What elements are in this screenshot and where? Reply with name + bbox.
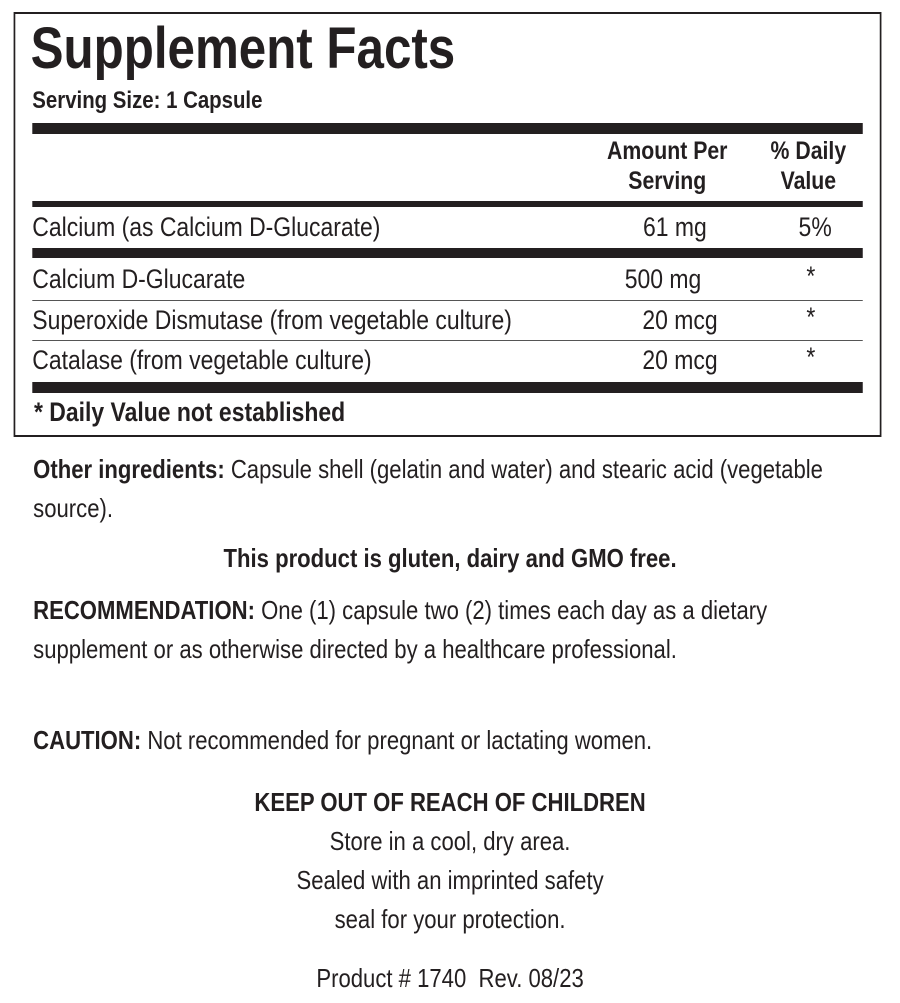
ingredient-name: Calcium (as Calcium D-Glucarate) [32, 212, 381, 242]
ingredient-amount: 61 mg [642, 212, 707, 242]
ingredient-name: Superoxide Dismutase (from vegetable cul… [32, 305, 512, 335]
ingredient-amount: 20 mcg [642, 345, 718, 375]
storage-line: seal for your protection. [334, 904, 566, 934]
divider-thin [32, 340, 863, 341]
caution: CAUTION: Not recommended for pregnant or… [33, 721, 883, 760]
divider-thick [32, 382, 863, 393]
ingredient-dv: 5% [798, 212, 832, 242]
ingredient-dv: * [806, 302, 816, 332]
recommendation-text: One (1) capsule two (2) times each day a… [33, 595, 768, 664]
header-amount-line1: Amount Per [607, 137, 728, 165]
footnote: * Daily Value not established [34, 397, 346, 427]
ingredient-dv: * [806, 342, 816, 372]
divider-thin [32, 300, 863, 301]
divider-thick [32, 123, 863, 134]
free-statement: This product is gluten, dairy and GMO fr… [223, 543, 677, 573]
header-amount-line2: Serving [628, 167, 707, 195]
product-number: Product # 1740 Rev. 08/23 [316, 963, 584, 993]
header-daily-value: % Daily Value [740, 136, 876, 196]
serving-size: Serving Size: 1 Capsule [32, 87, 263, 114]
divider-thick [32, 248, 863, 258]
recommendation-label: RECOMMENDATION: [33, 595, 255, 625]
storage-heading: KEEP OUT OF REACH OF CHILDREN [254, 787, 646, 817]
ingredient-name: Calcium D-Glucarate [32, 264, 246, 294]
ingredient-amount: 20 mcg [642, 305, 718, 335]
ingredient-name: Catalase (from vegetable culture) [32, 345, 372, 375]
recommendation: RECOMMENDATION: One (1) capsule two (2) … [33, 591, 883, 669]
panel-title: Supplement Facts [30, 16, 456, 81]
other-ingredients-text: Capsule shell (gelatin and water) and st… [33, 454, 823, 523]
other-ingredients: Other ingredients: Capsule shell (gelati… [33, 450, 883, 528]
other-ingredients-label: Other ingredients: [33, 454, 225, 484]
caution-label: CAUTION: [33, 725, 142, 755]
ingredient-amount: 500 mg [624, 264, 702, 294]
supplement-facts-panel [13, 12, 882, 437]
header-amount: Amount Per Serving [582, 136, 752, 196]
header-dv-line1: % Daily [770, 137, 847, 165]
caution-text: Not recommended for pregnant or lactatin… [141, 725, 653, 755]
header-dv-line2: Value [780, 167, 837, 195]
storage-block: KEEP OUT OF REACH OF CHILDREN Store in a… [0, 783, 900, 939]
divider-medium [32, 201, 863, 207]
storage-line: Sealed with an imprinted safety [296, 865, 604, 895]
ingredient-dv: * [806, 261, 816, 291]
storage-line: Store in a cool, dry area. [329, 826, 571, 856]
